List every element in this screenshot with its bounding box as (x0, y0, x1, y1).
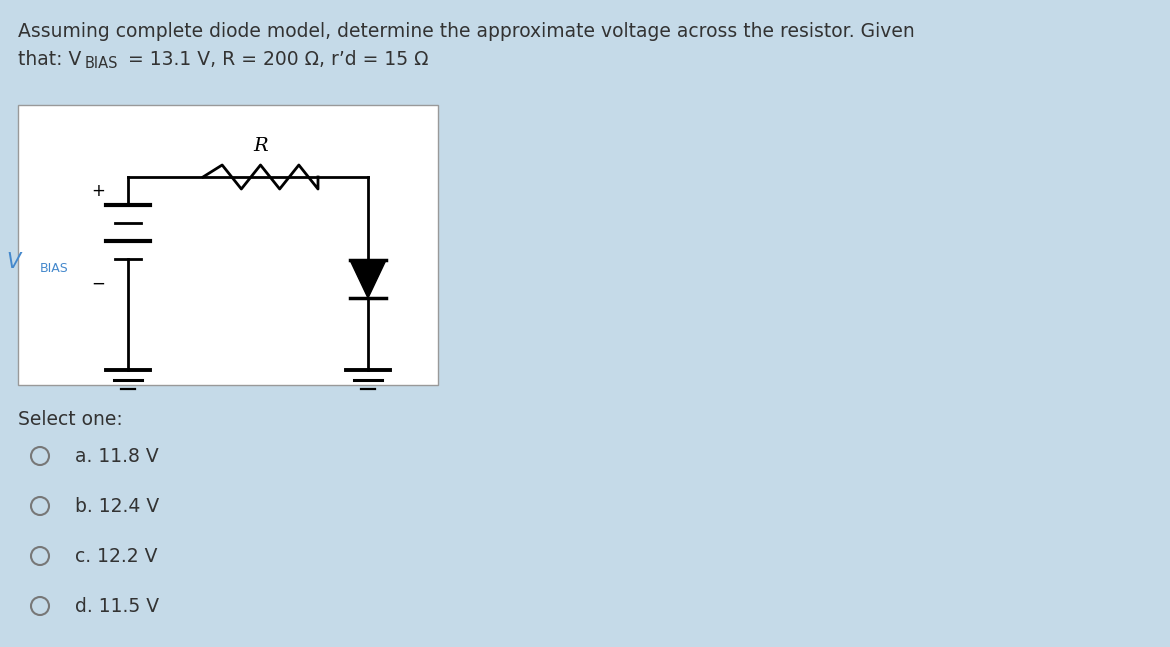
Text: = 13.1 V, R = 200 Ω, r’d = 15 Ω: = 13.1 V, R = 200 Ω, r’d = 15 Ω (122, 50, 428, 69)
Text: b. 12.4 V: b. 12.4 V (75, 496, 159, 516)
Text: Select one:: Select one: (18, 410, 123, 429)
Text: BIAS: BIAS (40, 262, 69, 275)
Text: BIAS: BIAS (85, 56, 118, 71)
Text: d. 11.5 V: d. 11.5 V (75, 597, 159, 615)
Text: +: + (91, 182, 105, 200)
Text: a. 11.8 V: a. 11.8 V (75, 446, 159, 465)
Polygon shape (350, 260, 386, 298)
Text: −: − (91, 275, 105, 293)
Text: R: R (253, 137, 268, 155)
Text: $\it{V}$: $\it{V}$ (6, 252, 23, 272)
Text: Assuming complete diode model, determine the approximate voltage across the resi: Assuming complete diode model, determine… (18, 22, 915, 41)
Text: that: V: that: V (18, 50, 82, 69)
FancyBboxPatch shape (18, 105, 438, 385)
Text: c. 12.2 V: c. 12.2 V (75, 547, 158, 565)
